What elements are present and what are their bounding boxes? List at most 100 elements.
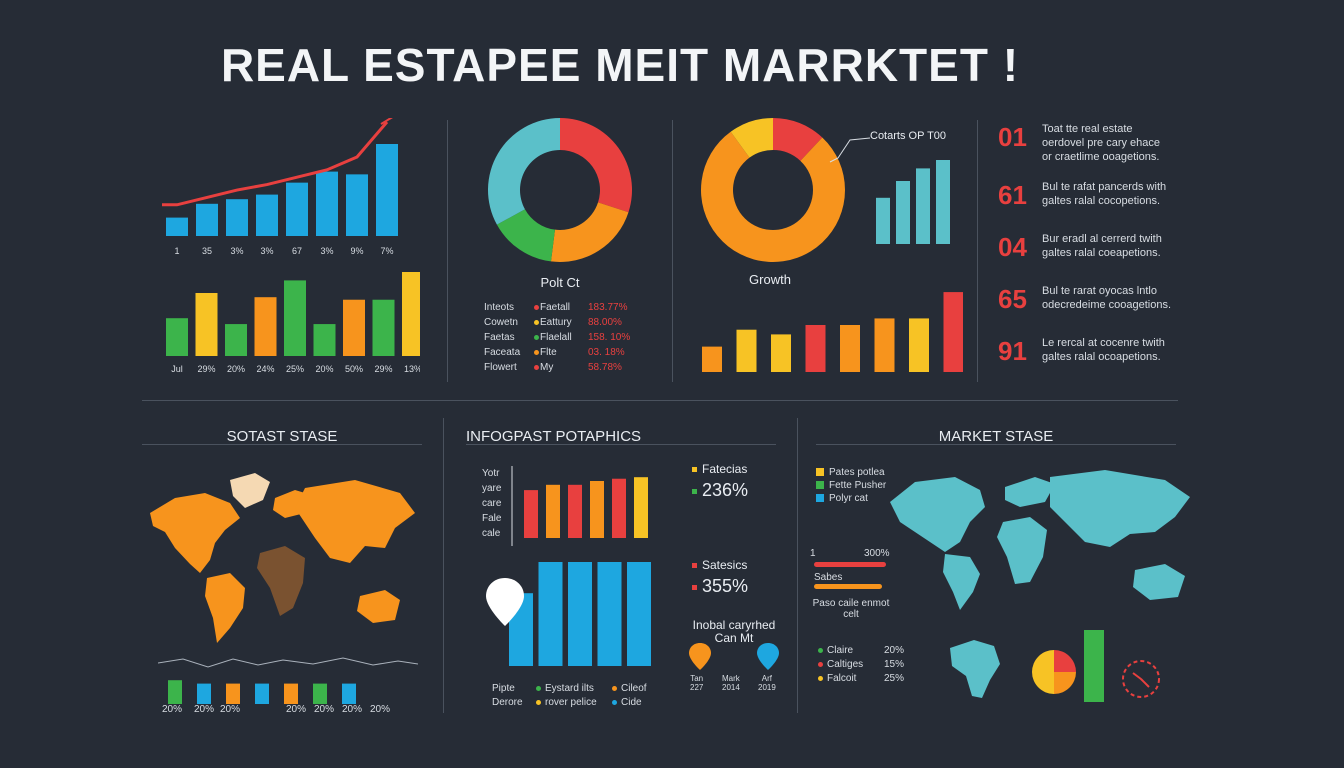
side-label: Fale bbox=[482, 513, 502, 524]
bar bbox=[254, 297, 277, 356]
legend-dot bbox=[612, 685, 617, 691]
donut-chart bbox=[701, 118, 845, 262]
pin-label: Mark bbox=[722, 674, 740, 683]
tick-label: 35 bbox=[202, 246, 212, 256]
donut-slice bbox=[496, 209, 555, 262]
caption: Paso caile enmot celt bbox=[806, 598, 896, 620]
bar bbox=[568, 484, 582, 538]
callout-label: Cotarts OP T00 bbox=[870, 130, 947, 142]
cell-a: Flowert bbox=[484, 362, 517, 373]
growth-bar-chart bbox=[702, 292, 963, 372]
bar bbox=[805, 325, 826, 372]
bar bbox=[943, 292, 963, 372]
note-text: Toat tte real estate oerdovel pre cary eh… bbox=[1042, 122, 1160, 164]
africa-map bbox=[950, 640, 1000, 698]
tick-label: 24% bbox=[256, 364, 274, 374]
note-line: galtes ralal coeapetions. bbox=[1042, 247, 1161, 259]
market-legend: Pates potlea Fette Pusher Polyr cat bbox=[816, 466, 886, 505]
cell-a: Faceata bbox=[484, 347, 521, 358]
bar bbox=[612, 478, 626, 538]
legend-swatch bbox=[816, 468, 824, 477]
legend-dot bbox=[818, 647, 823, 653]
asia-shape bbox=[1050, 470, 1190, 547]
bar bbox=[896, 181, 910, 244]
tick-label: 29% bbox=[374, 364, 392, 374]
note-number: 91 bbox=[998, 336, 1027, 366]
cell-c: 183.77% bbox=[588, 302, 628, 313]
tick-label: 3% bbox=[320, 246, 333, 256]
world-map-orange bbox=[150, 473, 415, 643]
note-text: Bur eradl al cerrerd twith galtes ralal c… bbox=[1042, 232, 1162, 260]
divider bbox=[672, 120, 673, 382]
tick-label: 7% bbox=[380, 246, 393, 256]
stat-block: Fatecias 236% bbox=[692, 462, 748, 501]
cell-b: Flaelall bbox=[540, 332, 572, 343]
tick-label: 20% bbox=[315, 364, 333, 374]
legend-text: Cileof bbox=[621, 683, 647, 694]
world-map-teal bbox=[890, 470, 1190, 610]
bar bbox=[702, 346, 722, 372]
legend-dot bbox=[818, 661, 823, 667]
cell-c: 03. 18% bbox=[588, 347, 625, 358]
tick-label: Jul bbox=[171, 364, 183, 374]
section-underline bbox=[142, 444, 422, 445]
bar bbox=[771, 334, 791, 372]
map-pin-icon bbox=[757, 643, 779, 670]
caption-line: Inobal caryrhed bbox=[692, 618, 776, 632]
bar bbox=[166, 217, 188, 236]
legend-swatch bbox=[692, 584, 697, 590]
divider bbox=[977, 120, 978, 382]
note-line: Bul te rafat pancerds with bbox=[1042, 181, 1167, 193]
cell-a: Faetas bbox=[484, 332, 515, 343]
bar bbox=[195, 293, 218, 356]
north-america-shape bbox=[150, 493, 240, 573]
bar bbox=[166, 318, 188, 356]
divider bbox=[447, 120, 448, 382]
market-stats: Claire 20% Caltiges 15% Falcoit 25% bbox=[818, 644, 908, 686]
legend-dot bbox=[818, 675, 823, 681]
side-label: care bbox=[482, 498, 502, 509]
bar bbox=[376, 144, 398, 236]
legend-text: Polyr cat bbox=[829, 493, 868, 504]
bar bbox=[916, 168, 930, 244]
map-pin-icon bbox=[486, 578, 524, 626]
bar bbox=[342, 683, 356, 704]
legend-item: Cileof bbox=[608, 681, 647, 696]
map-pin-icon bbox=[689, 643, 711, 670]
section-divider bbox=[142, 400, 1178, 401]
bar bbox=[524, 490, 538, 538]
tick-label: 1 bbox=[174, 246, 179, 256]
bar bbox=[226, 199, 248, 236]
note-line: galtes ralal cocopetions. bbox=[1042, 195, 1161, 207]
donut-label: Polt Ct bbox=[540, 275, 580, 290]
tick-label: 20% bbox=[162, 704, 183, 715]
donut-slice bbox=[550, 202, 629, 262]
stat-label: Falcoit bbox=[827, 673, 857, 684]
stat-label: Caltiges bbox=[827, 659, 864, 670]
legend-item: Derore bbox=[492, 697, 523, 708]
note-line: galtes ralal ocoapetions. bbox=[1042, 351, 1161, 363]
bar bbox=[286, 182, 308, 236]
tick-label: 9% bbox=[350, 246, 363, 256]
axis-line bbox=[511, 466, 513, 546]
note-item: 61 Bul te rafat pancerds with galtes ralal… bbox=[998, 180, 1198, 232]
note-line: Toat tte real estate bbox=[1042, 123, 1133, 135]
cell-b: Faetall bbox=[540, 302, 571, 313]
table-row: Faceata Flte 03. 18% bbox=[484, 345, 654, 360]
page-title: REAL ESTAPEE MEIT MARRKTET ! bbox=[220, 39, 1020, 91]
category-bar-chart: Jul 29% 20% 24% 25% 20% 50% 29% 13% bbox=[166, 272, 420, 374]
caption-line: Paso caile enmot bbox=[812, 598, 890, 609]
donut-label: Growth bbox=[749, 272, 791, 287]
africa-shape bbox=[997, 517, 1047, 584]
note-line: Bur eradl al cerrerd twith bbox=[1042, 233, 1162, 245]
bar bbox=[627, 562, 651, 666]
tick-label: 3% bbox=[260, 246, 273, 256]
tick-label: 67 bbox=[292, 246, 302, 256]
legend-swatch bbox=[692, 467, 697, 473]
table-row: Faetas Flaelall 158. 10% bbox=[484, 330, 654, 345]
legend-item: Fette Pusher bbox=[816, 479, 886, 492]
bar bbox=[590, 481, 604, 538]
bar bbox=[736, 329, 757, 372]
donut-slice bbox=[488, 118, 560, 225]
bar-line-chart: 1 35 3% 3% 67 3% 9% 7% bbox=[162, 118, 398, 256]
